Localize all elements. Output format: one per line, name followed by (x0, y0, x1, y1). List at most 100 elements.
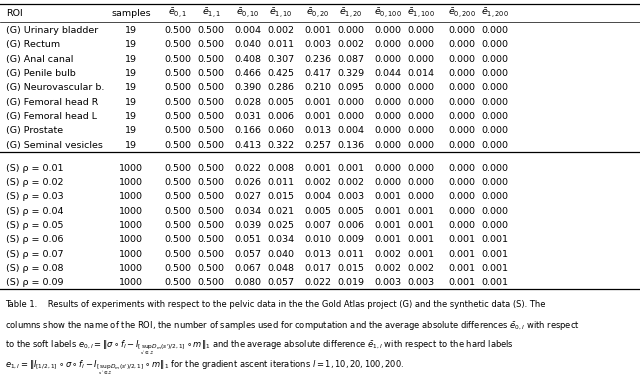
Text: 0.002: 0.002 (374, 249, 401, 259)
Text: 0.001: 0.001 (374, 221, 401, 230)
Text: 0.010: 0.010 (304, 235, 331, 244)
Text: 0.000: 0.000 (482, 112, 509, 121)
Text: 0.005: 0.005 (304, 207, 331, 216)
Text: (G) Femoral head R: (G) Femoral head R (6, 98, 99, 107)
Text: 0.500: 0.500 (164, 126, 191, 135)
Text: 0.008: 0.008 (268, 164, 294, 173)
Text: 0.017: 0.017 (304, 264, 331, 273)
Text: $\bar{e}_{0,100}$: $\bar{e}_{0,100}$ (374, 6, 402, 20)
Text: 0.040: 0.040 (268, 249, 294, 259)
Text: 0.000: 0.000 (408, 192, 435, 201)
Text: 0.001: 0.001 (304, 98, 331, 107)
Text: 0.027: 0.027 (234, 192, 261, 201)
Text: 0.000: 0.000 (482, 69, 509, 78)
Text: 0.210: 0.210 (304, 84, 331, 92)
Text: 0.013: 0.013 (304, 249, 331, 259)
Text: 0.000: 0.000 (337, 26, 364, 35)
Text: 0.500: 0.500 (164, 192, 191, 201)
Text: 0.067: 0.067 (234, 264, 261, 273)
Text: ROI: ROI (6, 9, 23, 18)
Text: 0.001: 0.001 (449, 235, 476, 244)
Text: samples: samples (111, 9, 151, 18)
Text: 0.000: 0.000 (408, 40, 435, 50)
Text: 0.500: 0.500 (198, 264, 225, 273)
Text: 0.000: 0.000 (374, 112, 401, 121)
Text: 0.500: 0.500 (164, 55, 191, 64)
Text: 0.015: 0.015 (337, 264, 364, 273)
Text: 0.000: 0.000 (374, 55, 401, 64)
Text: 0.500: 0.500 (198, 141, 225, 150)
Text: 0.013: 0.013 (304, 126, 331, 135)
Text: 19: 19 (125, 141, 137, 150)
Text: 19: 19 (125, 98, 137, 107)
Text: 0.005: 0.005 (337, 207, 364, 216)
Text: 0.001: 0.001 (482, 235, 509, 244)
Text: 0.001: 0.001 (408, 221, 435, 230)
Text: 0.095: 0.095 (337, 84, 364, 92)
Text: (S) ρ = 0.02: (S) ρ = 0.02 (6, 178, 64, 187)
Text: 0.001: 0.001 (374, 235, 401, 244)
Text: 0.000: 0.000 (449, 126, 476, 135)
Text: 0.080: 0.080 (234, 278, 261, 287)
Text: 0.000: 0.000 (449, 141, 476, 150)
Text: 0.019: 0.019 (337, 278, 364, 287)
Text: 0.500: 0.500 (164, 249, 191, 259)
Text: 0.000: 0.000 (408, 178, 435, 187)
Text: 0.002: 0.002 (268, 26, 294, 35)
Text: 0.000: 0.000 (374, 40, 401, 50)
Text: (G) Seminal vesicles: (G) Seminal vesicles (6, 141, 103, 150)
Text: 0.057: 0.057 (234, 249, 261, 259)
Text: 1000: 1000 (119, 164, 143, 173)
Text: 1000: 1000 (119, 235, 143, 244)
Text: $\bar{e}_{0,10}$: $\bar{e}_{0,10}$ (236, 6, 259, 20)
Text: 0.051: 0.051 (234, 235, 261, 244)
Text: 0.000: 0.000 (482, 141, 509, 150)
Text: 0.166: 0.166 (234, 126, 261, 135)
Text: 19: 19 (125, 126, 137, 135)
Text: 0.021: 0.021 (268, 207, 294, 216)
Text: 0.000: 0.000 (482, 55, 509, 64)
Text: 0.001: 0.001 (374, 207, 401, 216)
Text: 0.002: 0.002 (304, 178, 331, 187)
Text: Table 1.    Results of experiments with respect to the pelvic data in the the Go: Table 1. Results of experiments with res… (5, 300, 546, 309)
Text: 0.322: 0.322 (268, 141, 294, 150)
Text: $e_{1,l} = \|I_{[1/2,1]} \circ \sigma \circ f_l - I_{[\sup_{s' \in \mathcal{S}} : $e_{1,l} = \|I_{[1/2,1]} \circ \sigma \c… (5, 358, 404, 377)
Text: columns show the name of the ROI, the number of samples used for computation and: columns show the name of the ROI, the nu… (5, 319, 580, 332)
Text: 0.500: 0.500 (164, 98, 191, 107)
Text: 0.000: 0.000 (482, 178, 509, 187)
Text: 0.000: 0.000 (374, 98, 401, 107)
Text: 0.002: 0.002 (337, 178, 364, 187)
Text: 0.417: 0.417 (304, 69, 331, 78)
Text: 0.000: 0.000 (482, 207, 509, 216)
Text: 0.003: 0.003 (374, 278, 401, 287)
Text: (S) ρ = 0.01: (S) ρ = 0.01 (6, 164, 64, 173)
Text: 0.500: 0.500 (164, 235, 191, 244)
Text: 0.500: 0.500 (164, 264, 191, 273)
Text: 0.002: 0.002 (408, 264, 435, 273)
Text: 0.001: 0.001 (304, 164, 331, 173)
Text: 0.003: 0.003 (304, 40, 331, 50)
Text: 0.040: 0.040 (234, 40, 261, 50)
Text: 0.408: 0.408 (234, 55, 261, 64)
Text: 0.500: 0.500 (164, 26, 191, 35)
Text: 0.000: 0.000 (337, 98, 364, 107)
Text: 0.011: 0.011 (268, 178, 294, 187)
Text: 0.500: 0.500 (164, 112, 191, 121)
Text: 0.236: 0.236 (304, 55, 331, 64)
Text: 0.001: 0.001 (304, 112, 331, 121)
Text: 0.307: 0.307 (268, 55, 294, 64)
Text: 0.000: 0.000 (408, 98, 435, 107)
Text: 0.500: 0.500 (198, 126, 225, 135)
Text: (S) ρ = 0.04: (S) ρ = 0.04 (6, 207, 64, 216)
Text: (G) Urinary bladder: (G) Urinary bladder (6, 26, 99, 35)
Text: 0.014: 0.014 (408, 69, 435, 78)
Text: (S) ρ = 0.03: (S) ρ = 0.03 (6, 192, 64, 201)
Text: 0.000: 0.000 (482, 98, 509, 107)
Text: 1000: 1000 (119, 192, 143, 201)
Text: 0.006: 0.006 (337, 221, 364, 230)
Text: 0.000: 0.000 (449, 98, 476, 107)
Text: 0.048: 0.048 (268, 264, 294, 273)
Text: 0.039: 0.039 (234, 221, 261, 230)
Text: 0.000: 0.000 (482, 164, 509, 173)
Text: 0.004: 0.004 (337, 126, 364, 135)
